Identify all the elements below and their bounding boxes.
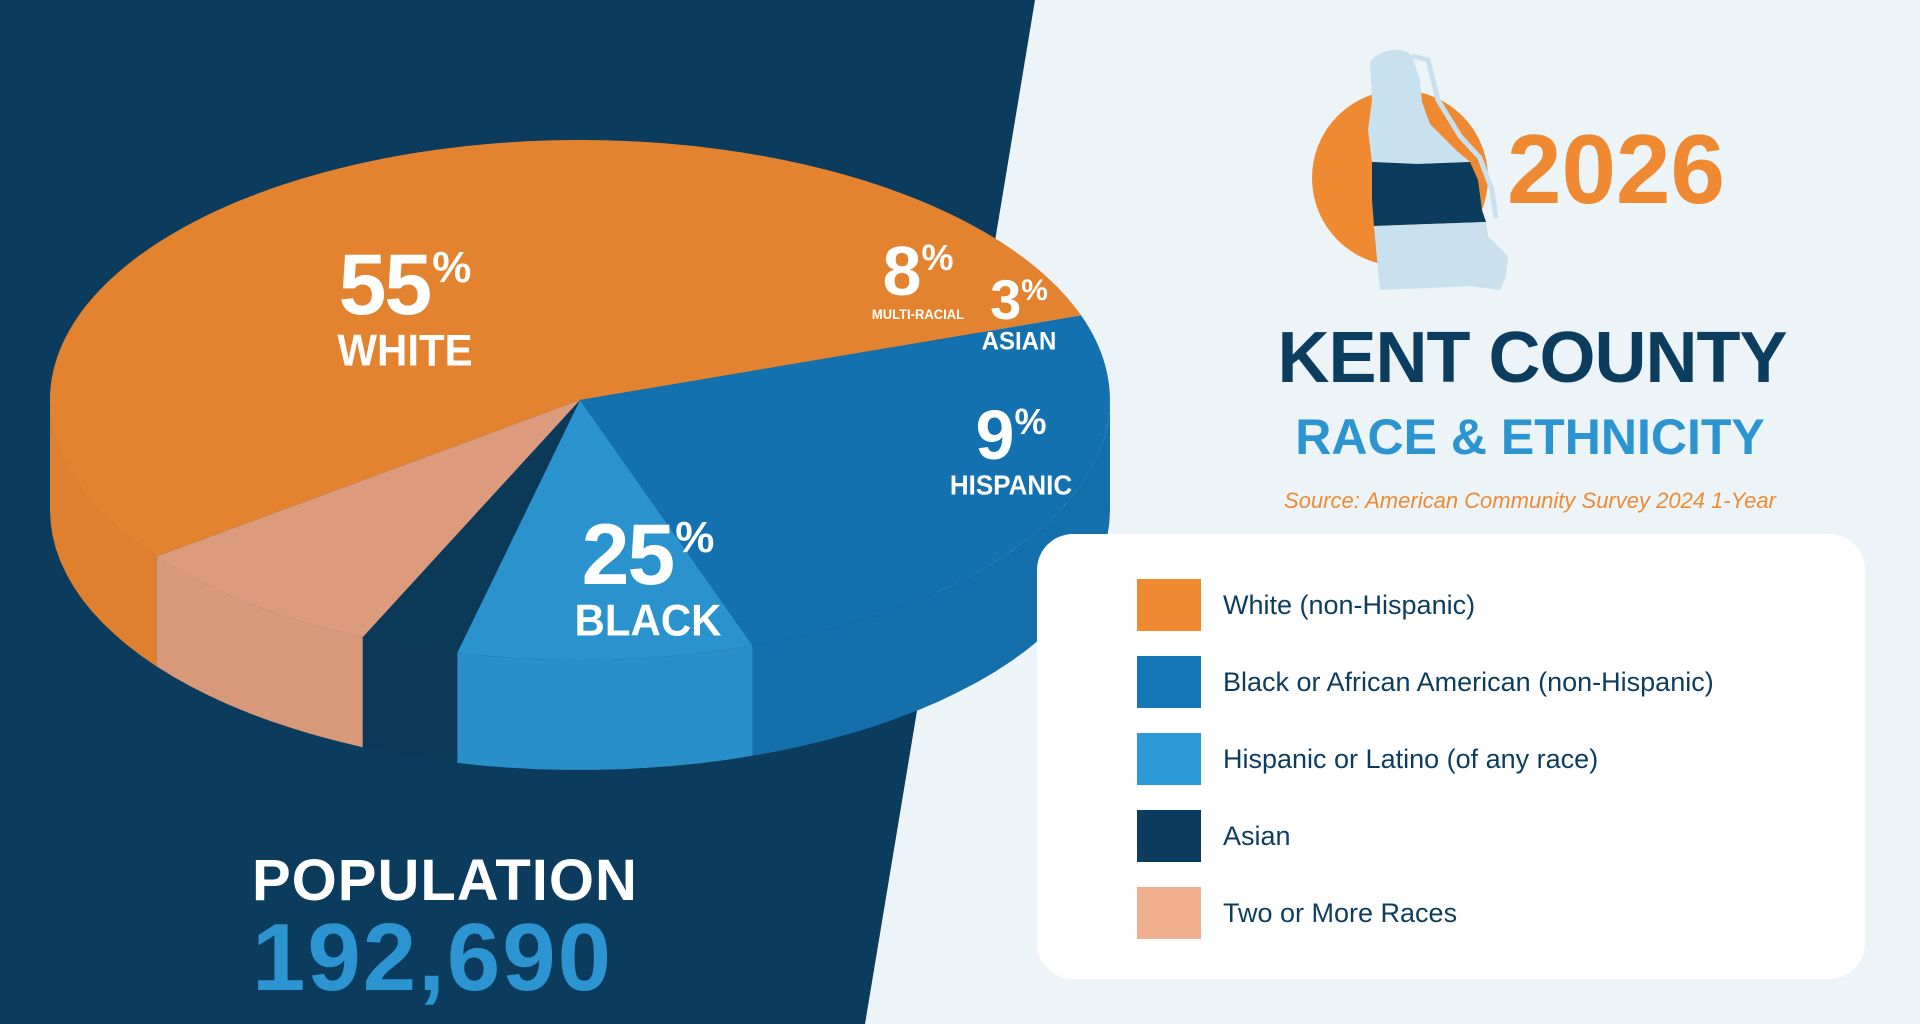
population-block: POPULATION 192,690 bbox=[252, 852, 638, 1006]
pie-side-asian bbox=[362, 637, 458, 763]
pie-slice-white bbox=[49, 140, 1082, 557]
map-sussex bbox=[1374, 222, 1508, 290]
population-label: POPULATION bbox=[252, 848, 638, 913]
legend-panel: White (non-Hispanic) Black or African Am… bbox=[1037, 534, 1865, 979]
map-north bbox=[1368, 49, 1470, 164]
slice-name-asian: ASIAN bbox=[981, 327, 1057, 356]
slice-label-hispanic: 9% HISPANIC bbox=[949, 396, 1073, 501]
year-title: 2026 bbox=[1507, 114, 1726, 224]
legend-item-hispanic: Hispanic or Latino (of any race) bbox=[1137, 733, 1598, 785]
pie-sides bbox=[50, 400, 1110, 770]
slice-pct-multiracial: 8 bbox=[882, 232, 922, 310]
legend-label-black: Black or African American (non-Hispanic) bbox=[1223, 666, 1714, 697]
pie-slice-multiracial bbox=[156, 400, 580, 638]
legend-swatch-asian bbox=[1137, 810, 1201, 862]
slice-label-asian: 3% ASIAN bbox=[981, 268, 1057, 356]
slice-pct-hispanic: 9 bbox=[975, 396, 1015, 474]
pie-slice-black bbox=[580, 315, 1110, 646]
map-kent bbox=[1372, 162, 1486, 226]
slice-name-multiracial: MULTI-RACIAL bbox=[871, 306, 965, 323]
delaware-map-icon bbox=[1312, 49, 1508, 290]
legend-swatch-black bbox=[1137, 656, 1201, 708]
legend-label-asian: Asian bbox=[1223, 820, 1291, 851]
pie-side-multiracial bbox=[156, 556, 363, 748]
subtitle: RACE & ETHNICITY bbox=[1295, 409, 1765, 465]
legend-item-multiracial: Two or More Races bbox=[1137, 887, 1457, 939]
slice-label-black: 25% BLACK bbox=[574, 507, 722, 646]
slice-pct-white: 55 bbox=[338, 237, 433, 333]
legend-swatch-multiracial bbox=[1137, 887, 1201, 939]
slice-name-hispanic: HISPANIC bbox=[949, 469, 1073, 501]
legend-label-hispanic: Hispanic or Latino (of any race) bbox=[1223, 743, 1599, 774]
slice-name-black: BLACK bbox=[574, 595, 722, 646]
slice-name-white: WHITE bbox=[337, 325, 473, 376]
legend-label-multiracial: Two or More Races bbox=[1223, 897, 1458, 928]
pie-top bbox=[49, 140, 1110, 660]
pie-side-hispanic bbox=[457, 645, 753, 770]
legend-swatch-hispanic bbox=[1137, 733, 1201, 785]
legend-item-white: White (non-Hispanic) bbox=[1137, 579, 1475, 631]
pie-side-white bbox=[50, 400, 157, 667]
county-title: KENT COUNTY bbox=[1277, 318, 1788, 398]
pie-slice-asian bbox=[362, 400, 580, 653]
legend-label-white: White (non-Hispanic) bbox=[1223, 589, 1476, 620]
legend-swatch-white bbox=[1137, 579, 1201, 631]
map-coast bbox=[1411, 53, 1499, 219]
slice-pct-asian: 3 bbox=[990, 268, 1021, 331]
population-value: 192,690 bbox=[252, 904, 614, 1011]
slice-pct-black: 25 bbox=[581, 507, 676, 603]
slice-label-white: 55% WHITE bbox=[337, 237, 473, 376]
slice-label-multiracial: 8% MULTI-RACIAL bbox=[871, 232, 965, 323]
pie-side-black bbox=[752, 400, 1110, 756]
pie-slice-hispanic bbox=[457, 400, 753, 660]
source-note: Source: American Community Survey 2024 1… bbox=[1284, 488, 1776, 513]
legend-item-black: Black or African American (non-Hispanic) bbox=[1137, 656, 1714, 708]
legend-item-asian: Asian bbox=[1137, 810, 1291, 862]
